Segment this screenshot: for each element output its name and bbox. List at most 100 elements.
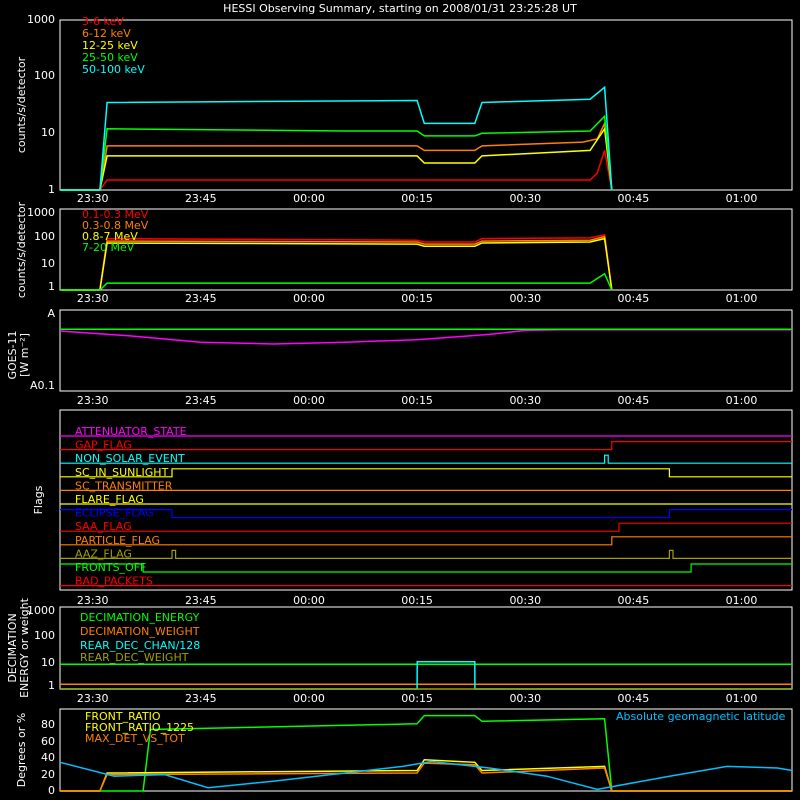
panel-decimation-ylabel-1: DECIMATION	[6, 613, 19, 682]
time-tick-label: 23:45	[185, 692, 217, 705]
series-line-0-3-0-8-mev	[60, 235, 613, 291]
legend-rear-dec-chan: REAR_DEC_CHAN/128	[80, 639, 200, 652]
geo-series	[59, 714, 793, 792]
time-tick-label: 00:30	[509, 692, 541, 705]
time-tick-label: 00:45	[618, 192, 650, 205]
flag-label-eclipse-flag: ECLIPSE_FLAG	[75, 507, 154, 520]
time-tick-label: 00:00	[293, 292, 325, 305]
time-tick-label: 23:30	[77, 394, 109, 407]
legend-decimation-energy: DECIMATION_ENERGY	[80, 611, 200, 624]
series-line-max-det-vs-tot	[60, 762, 792, 792]
panel-goes-ylabel-2: [W m⁻²]	[18, 333, 31, 377]
goes-ytick-a: A	[47, 307, 55, 320]
goes-xticks: 23:30 23:45 00:00 00:15 00:30 00:45 01:00	[77, 394, 758, 407]
panel-geo-frame	[59, 708, 793, 792]
time-tick-label: 01:00	[726, 594, 758, 607]
panel-lo-energy-ylabel: counts/s/detector	[15, 56, 28, 153]
time-tick-label: 00:30	[509, 292, 541, 305]
panel-hi-energy: counts/s/detector 1 10 100 1000 0.1-0.3 …	[15, 201, 793, 305]
flag-line-non-solar-event	[60, 454, 792, 464]
legend-front-ratio: FRONT_RATIO	[85, 710, 161, 723]
hi-energy-ytick-1000: 1000	[27, 206, 55, 219]
panel-flags: Flags ATTENUATOR_STATEGAP_FLAGNON_SOLAR_…	[32, 409, 793, 607]
time-tick-label: 00:30	[509, 594, 541, 607]
lo-energy-legend: 3-6 keV 6-12 keV 12-25 keV 25-50 keV 50-…	[82, 15, 145, 76]
hi-energy-ytick-1: 1	[48, 280, 55, 293]
flag-line-gap-flag	[60, 441, 792, 451]
flag-label-non-solar-event: NON_SOLAR_EVENT	[75, 452, 185, 465]
geo-ytick-80: 80	[41, 718, 55, 731]
geo-legend: FRONT_RATIO FRONT_RATIO_1225 MAX_DET_VS_…	[85, 710, 786, 745]
panel-lo-energy-yticks: 1 10 100 1000	[27, 13, 55, 196]
flag-label-aaz-flag: AAZ_FLAG	[75, 547, 132, 560]
legend-25-50-kev: 25-50 keV	[82, 51, 138, 64]
hi-energy-ytick-10: 10	[41, 257, 55, 270]
time-tick-label: 00:30	[509, 192, 541, 205]
panel-geo-yticks: 0 20 40 60 80	[41, 718, 55, 797]
time-tick-label: 00:00	[293, 394, 325, 407]
legend-12-25-kev: 12-25 keV	[82, 39, 138, 52]
flag-label-sc-in-sunlight: SC_IN_SUNLIGHT	[75, 466, 169, 479]
time-tick-label: 00:15	[401, 594, 433, 607]
panel-geo: Degrees or % 0 20 40 60 80 FRONT_RATIO F…	[15, 708, 793, 797]
decimation-ytick-1: 1	[48, 679, 55, 692]
flag-line-fronts-off	[60, 563, 792, 573]
time-tick-label: 01:00	[726, 292, 758, 305]
decimation-ytick-100: 100	[34, 629, 55, 642]
time-tick-label: 00:45	[618, 394, 650, 407]
panel-geo-ylabel: Degrees or %	[15, 713, 28, 787]
panel-decimation-yticks: 1 10 100 1000	[27, 604, 55, 692]
time-tick-label: 00:15	[401, 192, 433, 205]
flag-line-aaz-flag	[60, 549, 792, 559]
flag-label-particle-flag: PARTICLE_FLAG	[75, 534, 160, 547]
panel-lo-energy: counts/s/detector 1 10 100 1000 3-6 keV …	[15, 13, 793, 205]
time-tick-label: 00:00	[293, 192, 325, 205]
flag-line-saa-flag	[60, 522, 792, 532]
flag-label-attenuator-state: ATTENUATOR_STATE	[75, 425, 187, 438]
series-line-7-20-mev	[60, 272, 613, 291]
series-line-front-ratio	[60, 714, 792, 792]
goes-series	[59, 328, 792, 345]
hi-energy-xticks: 23:30 23:45 00:00 00:15 00:30 00:45 01:00	[77, 292, 758, 305]
lo-energy-series	[60, 85, 613, 191]
legend-max-det-vs-tot: MAX_DET_VS_TOT	[85, 732, 185, 745]
flag-line-particle-flag	[60, 536, 792, 546]
hi-energy-legend: 0.1-0.3 MeV 0.3-0.8 MeV 0.8-7 MeV 7-20 M…	[82, 208, 149, 254]
panel-decimation: DECIMATION ENERGY or weight 1 10 100 100…	[6, 597, 793, 705]
time-tick-label: 01:00	[726, 394, 758, 407]
geo-ytick-40: 40	[41, 751, 55, 764]
flag-line-eclipse-flag	[60, 509, 792, 519]
legend-decimation-weight: DECIMATION_WEIGHT	[80, 625, 200, 638]
geo-ytick-20: 20	[41, 768, 55, 781]
series-line-0-8-7-mev	[60, 237, 613, 291]
panel-decimation-ylabel-2: ENERGY or weight	[18, 597, 31, 697]
legend-7-20-mev: 7-20 MeV	[82, 241, 135, 254]
legend-3-6-kev: 3-6 keV	[82, 15, 124, 28]
time-tick-label: 00:45	[618, 594, 650, 607]
panel-flags-ylabel: Flags	[32, 485, 45, 514]
flag-label-fronts-off: FRONTS_OFF	[75, 561, 146, 574]
geo-ytick-0: 0	[48, 784, 55, 797]
decimation-ytick-10: 10	[41, 656, 55, 669]
time-tick-label: 23:30	[77, 692, 109, 705]
hi-energy-series	[60, 234, 613, 291]
series-line-6-12-kev	[60, 120, 613, 191]
goes-ytick-a0-1: A0.1	[30, 379, 55, 392]
legend-rear-dec-weight: REAR_DEC_WEIGHT	[80, 651, 189, 664]
flag-label-gap-flag: GAP_FLAG	[75, 439, 132, 452]
legend-0-1-0-3-mev: 0.1-0.3 MeV	[82, 208, 149, 221]
lo-energy-ytick-10: 10	[41, 126, 55, 139]
series-line-50-100-kev	[60, 85, 613, 191]
time-tick-label: 00:15	[401, 394, 433, 407]
panel-lo-energy-frame	[59, 19, 793, 191]
time-tick-label: 23:45	[185, 594, 217, 607]
panel-goes-ylabel-1: GOES-11	[6, 330, 19, 379]
decimation-xticks: 23:30 23:45 00:00 00:15 00:30 00:45 01:00	[77, 692, 758, 705]
time-tick-label: 23:45	[185, 394, 217, 407]
time-tick-label: 00:00	[293, 692, 325, 705]
series-line-3-6-kev	[60, 150, 613, 191]
flags-xticks: 23:30 23:45 00:00 00:15 00:30 00:45 01:00	[77, 594, 758, 607]
panel-hi-energy-ylabel: counts/s/detector	[15, 201, 28, 298]
lo-energy-ytick-1: 1	[48, 183, 55, 196]
